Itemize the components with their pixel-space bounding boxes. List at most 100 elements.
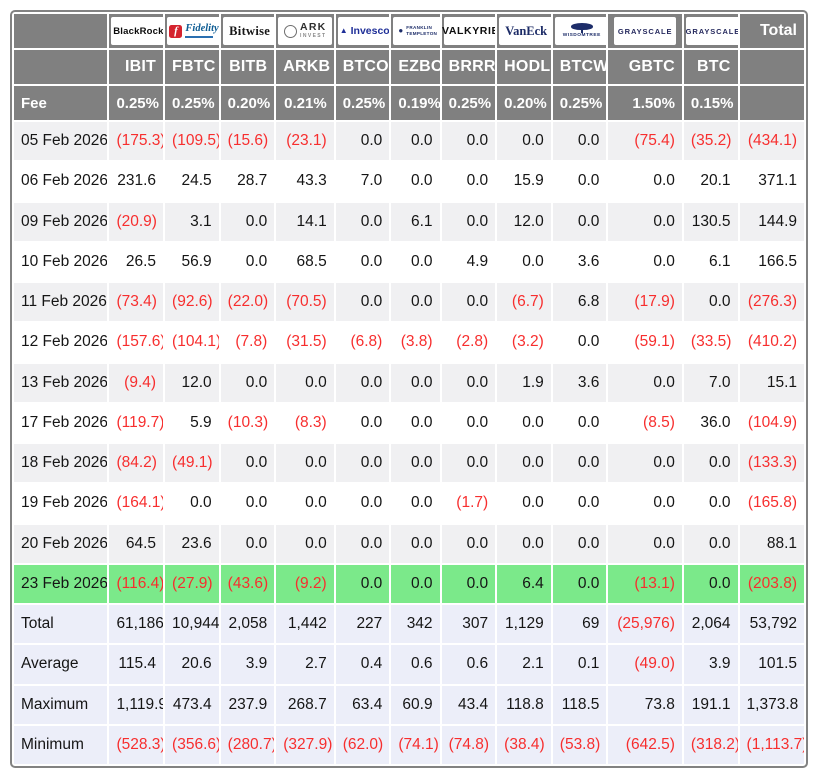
value-cell: 0.0	[276, 524, 334, 563]
value-cell: 7.0	[683, 363, 738, 402]
value-cell: 0.0	[683, 564, 738, 603]
fee-ezbc: 0.19%	[391, 86, 440, 120]
value-cell: (13.1)	[608, 564, 682, 603]
value-cell: 0.0	[608, 444, 682, 483]
value-cell: (3.8)	[391, 323, 440, 362]
value-cell: 56.9	[165, 242, 219, 281]
ticker-hodl: HODL	[497, 50, 551, 84]
date-row: 05 Feb 2026 (175.3) (109.5) (15.6) (23.1) 0.0…	[14, 122, 804, 161]
invesco-logo: ▲ Invesco	[337, 17, 390, 45]
value-cell: 12.0	[497, 202, 551, 241]
value-cell: 0.0	[608, 242, 682, 281]
total-cell: 371.1	[739, 162, 804, 201]
value-cell: (1.7)	[441, 484, 496, 523]
ticker-ibit: IBIT	[109, 50, 164, 84]
date-cell: 18 Feb 2026	[14, 444, 108, 483]
value-cell: 0.0	[683, 444, 738, 483]
date-row: 09 Feb 2026 (20.9) 3.1 0.0 14.1 0.0 6.1 0.0 12.0…	[14, 202, 804, 241]
value-cell: 0.0	[220, 444, 275, 483]
logo-cell-arkb: ARK INVEST	[276, 14, 334, 48]
value-cell: 6.4	[497, 564, 551, 603]
logo-cell-btco: ▲ Invesco	[335, 14, 390, 48]
value-cell: 0.0	[441, 564, 496, 603]
total-cell: 1,373.8	[739, 685, 804, 724]
value-cell: 0.0	[335, 484, 390, 523]
value-cell: 0.0	[441, 524, 496, 563]
value-cell: 6.1	[391, 202, 440, 241]
value-cell: (43.6)	[220, 564, 275, 603]
fee-row-label: Fee	[14, 86, 108, 120]
value-cell: (8.5)	[608, 403, 682, 442]
date-cell: 06 Feb 2026	[14, 162, 108, 201]
total-cell: (434.1)	[739, 122, 804, 161]
value-cell: 3.6	[552, 363, 607, 402]
value-cell: 0.0	[552, 524, 607, 563]
summary-label: Average	[14, 645, 108, 684]
value-cell: 24.5	[165, 162, 219, 201]
value-cell: 130.5	[683, 202, 738, 241]
fee-row: Fee 0.25% 0.25% 0.20% 0.21% 0.25% 0.19% 0.25% 0…	[14, 86, 804, 120]
value-cell: (73.4)	[109, 283, 164, 322]
value-cell: 3.9	[220, 645, 275, 684]
total-cell: (165.8)	[739, 484, 804, 523]
logo-cell-ibit: BlackRock	[109, 14, 164, 48]
wisdomtree-wordmark: WISDOMTREE	[562, 33, 601, 39]
value-cell: 0.0	[497, 403, 551, 442]
date-row: 19 Feb 2026 (164.1) 0.0 0.0 0.0 0.0 0.0 (1.7) 0.…	[14, 484, 804, 523]
value-cell: 12.0	[165, 363, 219, 402]
value-cell: 1,119.9	[109, 685, 164, 724]
value-cell: 64.5	[109, 524, 164, 563]
value-cell: (6.8)	[335, 323, 390, 362]
summary-label: Minimum	[14, 725, 108, 764]
highlighted-date-row: 23 Feb 2026 (116.4) (27.9) (43.6) (9.2) 0.0 0.…	[14, 564, 804, 603]
value-cell: 6.1	[683, 242, 738, 281]
empty-cell	[739, 50, 804, 84]
value-cell: 0.0	[608, 162, 682, 201]
franklin-templeton-logo: ● FRANKLIN TEMPLETON	[393, 17, 440, 45]
value-cell: 0.0	[608, 484, 682, 523]
value-cell: 5.9	[165, 403, 219, 442]
ticker-bitb: BITB	[220, 50, 275, 84]
value-cell: 268.7	[276, 685, 334, 724]
valkyrie-logo: VALKYRIE	[442, 17, 496, 45]
value-cell: 36.0	[683, 403, 738, 442]
date-cell: 12 Feb 2026	[14, 323, 108, 362]
corner-cell	[14, 14, 108, 48]
franklin-seal-icon: ●	[398, 26, 404, 35]
value-cell: (23.1)	[276, 122, 334, 161]
value-cell: 0.0	[497, 524, 551, 563]
table-header: BlackRock f Fidelity Bitwise ARK INVEST ▲ Inves…	[14, 14, 804, 120]
value-cell: 115.4	[109, 645, 164, 684]
value-cell: 0.0	[683, 484, 738, 523]
value-cell: 0.0	[608, 202, 682, 241]
ticker-btc: BTC	[683, 50, 738, 84]
value-cell: 2.1	[497, 645, 551, 684]
value-cell: 0.0	[608, 363, 682, 402]
value-cell: 0.0	[391, 283, 440, 322]
invesco-wordmark: Invesco	[350, 25, 390, 37]
total-cell: (104.9)	[739, 403, 804, 442]
value-cell: 43.4	[441, 685, 496, 724]
value-cell: (528.3)	[109, 725, 164, 764]
logo-cell-gbtc: GRAYSCALE	[608, 14, 682, 48]
value-cell: 231.6	[109, 162, 164, 201]
value-cell: (25,976)	[608, 605, 682, 644]
value-cell: 0.0	[441, 162, 496, 201]
value-cell: 10,944	[165, 605, 219, 644]
ticker-brrr: BRRR	[441, 50, 496, 84]
value-cell: 1.9	[497, 363, 551, 402]
wisdomtree-tree-icon	[570, 23, 593, 31]
fee-fbtc: 0.25%	[165, 86, 219, 120]
value-cell: (116.4)	[109, 564, 164, 603]
fidelity-logo: f Fidelity	[167, 17, 219, 45]
date-cell: 13 Feb 2026	[14, 363, 108, 402]
value-cell: 0.0	[391, 122, 440, 161]
value-cell: 0.0	[276, 363, 334, 402]
value-cell: 3.6	[552, 242, 607, 281]
value-cell: (74.1)	[391, 725, 440, 764]
wisdomtree-logo: WISDOMTREE	[554, 17, 607, 45]
value-cell: 0.0	[391, 242, 440, 281]
summary-row-average: Average 115.4 20.6 3.9 2.7 0.4 0.6 0.6 2.1 0.1 (49…	[14, 645, 804, 684]
value-cell: (15.6)	[220, 122, 275, 161]
value-cell: 237.9	[220, 685, 275, 724]
